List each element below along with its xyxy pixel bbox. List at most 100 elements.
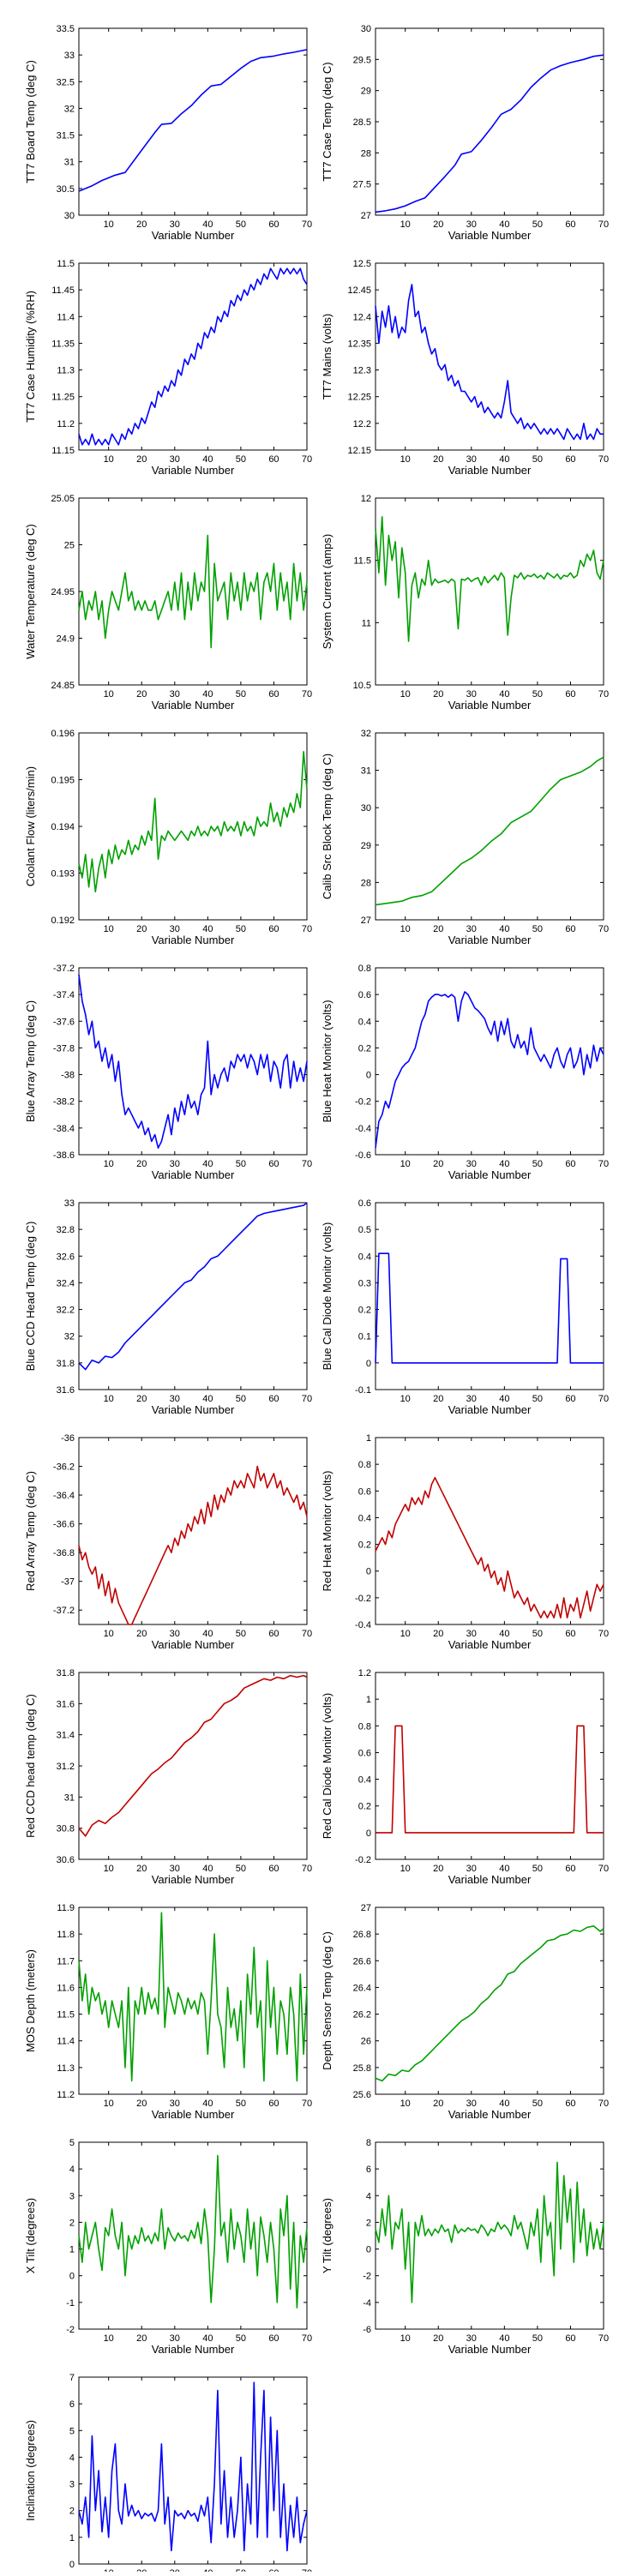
y-axis-label: TT7 Mains (volts) [321, 314, 334, 399]
x-tick-label: 60 [268, 2333, 279, 2344]
y-axis-label: Blue Array Temp (deg C) [24, 1000, 37, 1122]
x-axis-label: Variable Number [152, 699, 235, 712]
x-tick-label: 60 [565, 219, 575, 230]
plot-frame [375, 732, 604, 921]
x-axis-label: Variable Number [152, 1873, 235, 1886]
y-tick-label: 11.4 [57, 2037, 75, 2047]
x-tick-label: 10 [104, 219, 114, 230]
y-tick-label: -0.4 [355, 1620, 371, 1630]
y-tick-label: 31.2 [57, 1762, 75, 1772]
series-line [375, 54, 604, 213]
x-tick-label: 20 [136, 924, 147, 934]
x-tick-label: 60 [565, 1159, 575, 1169]
y-tick-label: 11.3 [57, 366, 75, 376]
y-tick-label: 11.35 [51, 339, 75, 349]
y-tick-label: 11.5 [353, 556, 371, 567]
y-tick-label: 11.5 [57, 259, 75, 269]
y-tick-label: -6 [363, 2325, 371, 2335]
y-tick-label: -37.4 [53, 990, 75, 1000]
x-tick-label: 50 [236, 1629, 246, 1639]
x-tick-label: 30 [170, 689, 180, 700]
x-tick-label: 50 [236, 2568, 246, 2572]
y-tick-label: 29 [361, 841, 371, 851]
chart-panel-21: 0123456710203040506070Variable NumberInc… [24, 2373, 312, 2576]
y-tick-label: 12 [361, 494, 371, 504]
x-axis-label: Variable Number [152, 934, 235, 946]
series-line [78, 974, 308, 1149]
x-tick-label: 70 [302, 454, 312, 465]
x-tick-label: 60 [268, 2568, 279, 2572]
y-tick-label: -38.6 [53, 1150, 75, 1161]
y-tick-label: 0.8 [358, 1721, 371, 1732]
y-axis-label: Red Cal Diode Monitor (volts) [321, 1693, 334, 1840]
y-tick-label: 5 [69, 2426, 75, 2436]
y-tick-label: 0.1 [358, 1332, 371, 1342]
y-tick-label: 32.2 [57, 1306, 75, 1316]
y-tick-label: 0 [366, 2245, 371, 2255]
x-tick-label: 70 [302, 2568, 312, 2572]
x-tick-label: 50 [532, 2333, 543, 2344]
y-tick-label: 0.6 [358, 990, 371, 1000]
y-tick-label: 0.6 [358, 1486, 371, 1497]
y-tick-label: 30.5 [57, 184, 75, 195]
y-tick-label: 12.2 [353, 419, 371, 429]
x-tick-label: 60 [565, 2333, 575, 2344]
x-tick-label: 20 [433, 1159, 443, 1169]
y-axis-label: MOS Depth (meters) [24, 1949, 37, 2052]
y-tick-label: -0.6 [355, 1150, 371, 1161]
y-axis-label: Red Array Temp (deg C) [24, 1471, 37, 1591]
y-tick-label: -0.2 [355, 1855, 371, 1865]
y-tick-label: 25.6 [353, 2090, 371, 2100]
y-tick-label: -36.2 [53, 1462, 75, 1473]
x-tick-label: 60 [565, 924, 575, 934]
y-tick-label: 25.8 [353, 2063, 371, 2074]
y-tick-label: 0.196 [51, 729, 75, 739]
y-tick-label: 11.6 [57, 1983, 75, 1993]
y-axis-label: Red Heat Monitor (volts) [321, 1471, 334, 1592]
y-axis-label: Blue Cal Diode Monitor (volts) [321, 1222, 334, 1371]
y-tick-label: 30 [64, 211, 75, 221]
chart-panel-8: 27 28 29 30 31 32 10 20 30 40 50 60 70 Variable Numbe… [321, 729, 609, 946]
y-tick-label: 4 [69, 2453, 75, 2463]
x-tick-label: 40 [499, 219, 509, 230]
x-tick-label: 20 [136, 454, 147, 465]
x-tick-label: 50 [236, 454, 246, 465]
y-tick-label: 0.4 [358, 1775, 371, 1786]
y-tick-label: -2 [363, 2272, 371, 2282]
y-tick-label: 32.6 [57, 1252, 75, 1262]
x-axis-label: Variable Number [448, 699, 532, 712]
y-tick-label: 6 [69, 2399, 75, 2410]
x-tick-label: 10 [400, 1394, 411, 1404]
x-tick-label: 20 [433, 1394, 443, 1404]
x-tick-label: 30 [170, 2568, 180, 2572]
series-line [375, 515, 604, 642]
chart-panel-10: -0.6 -0.4 -0.2 0 0.2 0.4 0.6 0.8 10 20 30 40 50 60 70 V… [321, 964, 609, 1181]
x-axis-label: Variable Number [448, 2343, 532, 2356]
x-tick-label: 60 [565, 1864, 575, 1874]
y-tick-label: 0 [366, 1071, 371, 1081]
chart-panel-1: 30 30.5 31 31.5 32 32.5 33 33.5 10 20 30 40 50 60 70 Va… [24, 24, 312, 242]
y-tick-label: 2 [69, 2507, 75, 2517]
x-tick-label: 30 [170, 1394, 180, 1404]
y-axis-label: Red CCD head temp (deg C) [24, 1694, 37, 1838]
y-tick-label: -38 [61, 1071, 75, 1081]
y-tick-label: 31.5 [57, 131, 75, 141]
y-tick-label: 29 [361, 87, 371, 97]
x-tick-label: 30 [170, 924, 180, 934]
y-tick-label: 30 [361, 803, 371, 814]
x-tick-label: 30 [466, 1629, 477, 1639]
y-axis-label: Y Tilt (degrees) [321, 2198, 334, 2273]
y-tick-label: 1 [366, 1433, 371, 1444]
chart-panel-12: -0.1 0 0.1 0.2 0.3 0.4 0.5 0.6 10 20 30 40 50 60 70 Var… [321, 1198, 609, 1416]
x-tick-label: 60 [268, 689, 279, 700]
x-tick-label: 60 [565, 689, 575, 700]
y-tick-label: 0 [69, 2560, 75, 2570]
y-tick-label: 28 [361, 148, 371, 159]
x-tick-label: 40 [499, 924, 509, 934]
x-tick-label: 10 [400, 689, 411, 700]
chart-panel-4: 12.15 12.2 12.25 12.3 12.35 12.4 12.45 12.5 10 20… [321, 259, 609, 477]
y-tick-label: 11.2 [57, 419, 75, 429]
y-tick-label: 31.8 [57, 1359, 75, 1369]
